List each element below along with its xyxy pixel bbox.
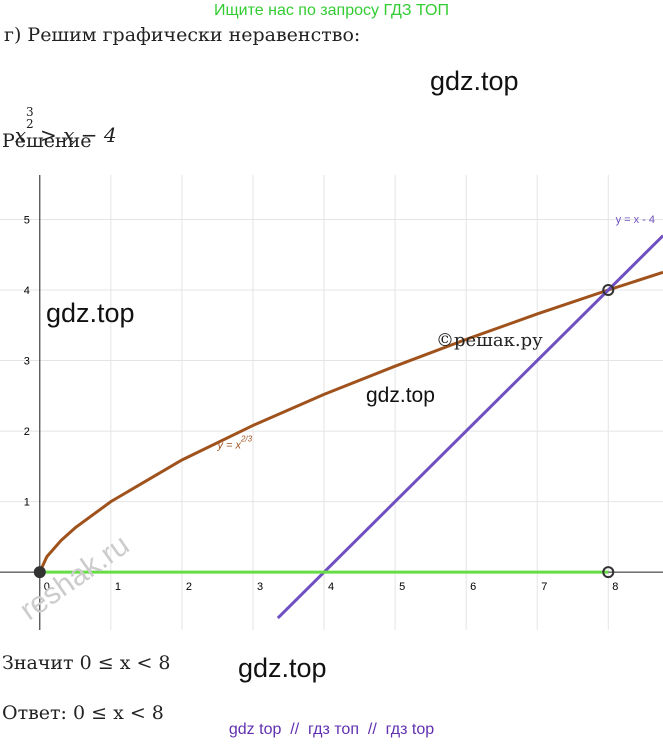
- x-tick-label: 6: [470, 581, 476, 593]
- conclusion: Значит 0 ≤ x < 8: [2, 652, 171, 674]
- curve-label-base: y = x: [216, 440, 241, 452]
- base: x: [14, 123, 26, 147]
- watermark: gdz.top: [238, 653, 327, 683]
- point: [602, 283, 615, 296]
- series-line: [38, 270, 663, 573]
- solution-heading: Решение: [2, 130, 92, 152]
- y-tick-label: 5: [24, 214, 30, 226]
- task: г) Решим графически неравенство:: [4, 24, 361, 46]
- x-tick-label: 4: [328, 581, 334, 593]
- y-tick-label: 1: [24, 497, 30, 509]
- watermark: gdz.top: [46, 298, 135, 328]
- point: [602, 566, 615, 579]
- watermark: ©решак.ру: [436, 330, 543, 351]
- exp-num: 3: [26, 105, 34, 119]
- exp-den: 2: [26, 117, 34, 131]
- graph: 0 1 2 3 4 5 6 7 8 1 2 3 4 5 y = x2/3 y = x - 4: [0, 175, 663, 630]
- series-line: [276, 234, 663, 620]
- x-tick-label: 8: [612, 581, 618, 593]
- banner: Ищите нас по запросу ГДЗ ТОП: [214, 2, 449, 19]
- curve-label: y = x2/3: [216, 435, 252, 452]
- line-label: y = x - 4: [616, 214, 655, 226]
- point: [33, 566, 46, 579]
- watermark: gdz.top: [430, 66, 519, 96]
- x-tick-label: 3: [257, 581, 263, 593]
- x-tick-label: 2: [186, 581, 192, 593]
- rest: > x − 4: [40, 123, 117, 147]
- y-tick-label: 2: [24, 426, 30, 438]
- x-tick-label: 5: [399, 581, 405, 593]
- watermark: gdz.top: [366, 384, 435, 407]
- x-tick-label: 7: [541, 581, 547, 593]
- answer: Ответ: 0 ≤ x < 8: [2, 702, 164, 724]
- curve-label-exp: 2/3: [240, 435, 253, 444]
- x-tick-label: 0: [44, 581, 50, 593]
- x-tick-label: 1: [115, 581, 121, 593]
- y-tick-label: 3: [24, 356, 30, 368]
- footer: gdz top // гдз топ // гдз top: [228, 721, 435, 738]
- y-tick-label: 4: [24, 285, 30, 297]
